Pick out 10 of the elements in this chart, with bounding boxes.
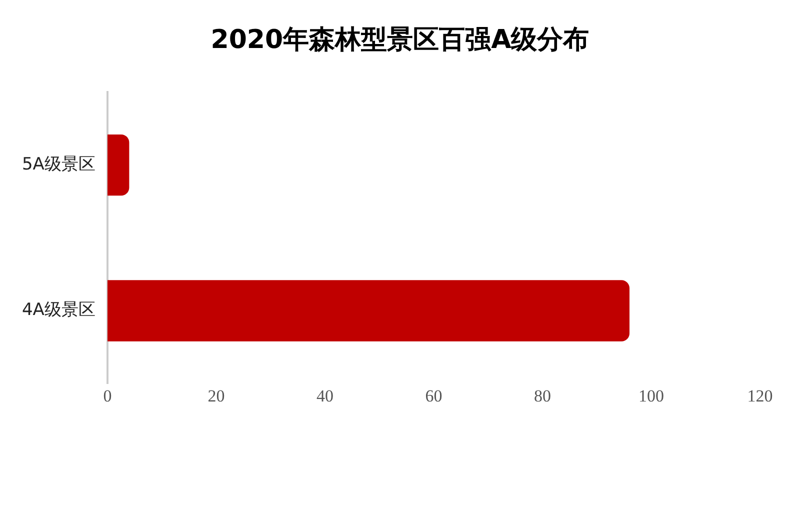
x-tick-label: 100	[638, 386, 664, 406]
x-tick-label: 60	[425, 386, 442, 406]
x-tick-label: 40	[316, 386, 334, 406]
x-tick-label: 0	[103, 386, 112, 406]
x-tick-label: 80	[534, 386, 551, 406]
chart-title: 2020年森林型景区百强A级分布	[210, 24, 590, 57]
x-tick-label: 120	[747, 386, 773, 406]
x-tick-label: 20	[208, 386, 225, 406]
y-tick-label: 5A级景区	[22, 154, 96, 174]
y-tick-label: 4A级景区	[22, 300, 96, 320]
